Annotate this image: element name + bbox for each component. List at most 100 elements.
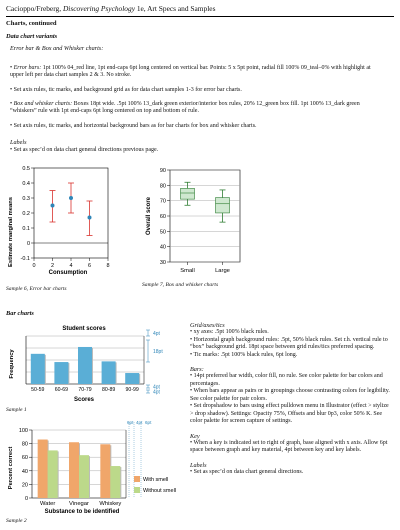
box-label: Box and whisker charts: (13, 101, 73, 107)
sample7-axes: 90 80 70 60 50 40 30 Small Large (160, 168, 241, 274)
sample6-axes: 0.50.40.30.20.10-0.10 2 4 6 8 (21, 166, 110, 269)
data-point (50, 203, 55, 208)
sample2-caption: Sample 2 (6, 518, 27, 524)
y-tick-label: 30 (160, 260, 166, 266)
data-variants-heading: Data chart variants (6, 33, 58, 40)
spec-mid: 18pt (153, 349, 163, 355)
sample1-ylabel: Frequency (9, 349, 15, 379)
legend-label: Without smell (143, 488, 176, 494)
y-tick-label: 50 (160, 229, 166, 235)
category-label: 80-89 (102, 387, 115, 393)
spec-3: 6pt (145, 420, 152, 425)
category-label: Water (40, 501, 55, 507)
right-labels-list: • Set as spec’d on data chart general di… (190, 469, 390, 477)
errorbars-paragraph: • Error bars: 1pt 100% 04_red line, 1pt … (10, 65, 371, 79)
x-tick-label: 0 (32, 263, 35, 269)
key-list: • When a key is indicated set to right o… (190, 440, 390, 455)
errorbars-paragraph-2: • Set axis rules, tic marks, and backgro… (10, 87, 242, 93)
x-tick-label: 4 (69, 263, 72, 269)
grid-list: • xy axes: .5pt 100% black rules. • Horiz… (190, 329, 390, 359)
y-tick-label: 60 (22, 455, 28, 461)
data-variants-subheading: Error bar & Box and Whisker charts: (10, 45, 104, 52)
grid-item: • Tic marks: .5pt 100% black rules, 6pt … (190, 351, 298, 358)
category-label: 50-59 (31, 387, 44, 393)
grid-heading: Grid/axes/tics (190, 322, 225, 329)
sample1-caption: Sample 1 (6, 407, 27, 413)
bar (69, 442, 79, 498)
y-tick-label: 40 (160, 245, 166, 251)
labels-text: • Set as spec’d on data chart general di… (10, 147, 159, 153)
sample6-xlabel: Consumption (49, 270, 88, 276)
right-labels-item: • Set as spec’d on data chart general di… (190, 468, 304, 475)
y-tick-label: 0.2 (22, 211, 30, 217)
box (180, 188, 195, 200)
bar (110, 466, 121, 498)
sample6-ylabel: Estimate marginal means (8, 197, 14, 267)
spec-bottom-2: 4pt (153, 390, 161, 396)
sample7-ylabel: Overall score (146, 196, 152, 235)
header-text-before: Cacioppo/Freberg, (6, 4, 63, 13)
box-paragraph-2: • Set axis rules, tic marks, and horizon… (10, 123, 257, 129)
y-tick-label: 0.3 (22, 196, 30, 202)
sample2-xlabel: Substance to be identified (45, 509, 120, 515)
y-tick-label: 0 (25, 496, 28, 502)
sample1-title: Student scores (62, 326, 106, 332)
box-text: Boxes 18pt wide. .5pt 100% 13_dark green… (10, 101, 360, 115)
legend-label: With smell (143, 477, 168, 483)
category-label: Small (180, 268, 195, 274)
y-tick-label: 80 (160, 183, 166, 189)
bars-item: • When bars appear as pairs or in groupi… (190, 388, 390, 402)
category-label: Large (215, 268, 230, 274)
sample2-marks: With smell Without smell (37, 439, 176, 498)
bars-item: • Set dropshadow to bars using effect pu… (190, 403, 389, 424)
bar (54, 362, 69, 384)
bar (79, 455, 89, 498)
sample6-marks (49, 182, 93, 236)
spec-1: 6pt (127, 420, 134, 425)
y-tick-label: 0.1 (22, 226, 30, 232)
bar (47, 450, 58, 498)
sample2-ylabel: Percent correct (8, 447, 14, 490)
y-tick-label: 0.4 (22, 181, 30, 187)
section-title: Charts, continued (6, 20, 57, 27)
y-tick-label: 100 (19, 428, 28, 434)
box (215, 197, 230, 214)
running-header: Cacioppo/Freberg, Discovering Psychology… (6, 4, 215, 13)
key-heading: Key (190, 432, 200, 440)
y-tick-label: 80 (22, 442, 28, 448)
legend-swatch (134, 476, 140, 482)
spec-bottom-1: 4pt (153, 385, 161, 391)
data-point (69, 196, 73, 200)
grid-item: • Horizontal graph background rules: .5p… (190, 336, 388, 351)
sample6-caption: Sample 6, Error bar charts (6, 286, 67, 292)
y-tick-label: 60 (160, 214, 166, 220)
x-tick-label: 8 (106, 263, 109, 269)
bar (125, 373, 140, 384)
bars-heading: Bars: (190, 366, 204, 373)
data-point (87, 215, 92, 220)
bars-list: • 14pt preferred bar width, color fill, … (190, 373, 390, 426)
y-tick-label: -0.1 (21, 256, 30, 262)
right-labels-heading: Labels (190, 461, 207, 469)
y-tick-label: 0 (27, 241, 30, 247)
legend-swatch (134, 487, 140, 493)
bar (101, 361, 116, 384)
sample7-chart: 90 80 70 60 50 40 30 Small Large Overall score (146, 168, 241, 274)
y-tick-label: 0.5 (22, 166, 30, 172)
header-rule (6, 16, 394, 17)
book-title: Discovering Psychology (62, 4, 135, 13)
bars-item: • 14pt preferred bar width, color fill, … (190, 373, 383, 387)
labels-heading: Labels (10, 139, 27, 146)
grid-item: • xy axes: .5pt 100% black rules. (190, 329, 269, 335)
bar-charts-heading: Bar charts (6, 310, 34, 317)
category-label: 90-99 (126, 387, 139, 393)
spec-top: 4pt (153, 331, 161, 337)
category-label: 70-79 (78, 387, 91, 393)
category-label: 60-69 (55, 387, 68, 393)
y-tick-label: 20 (22, 482, 28, 488)
bar (78, 346, 92, 384)
y-tick-label: 70 (160, 199, 166, 205)
box-paragraph: • Box and whisker charts: Boxes 18pt wid… (10, 101, 360, 115)
